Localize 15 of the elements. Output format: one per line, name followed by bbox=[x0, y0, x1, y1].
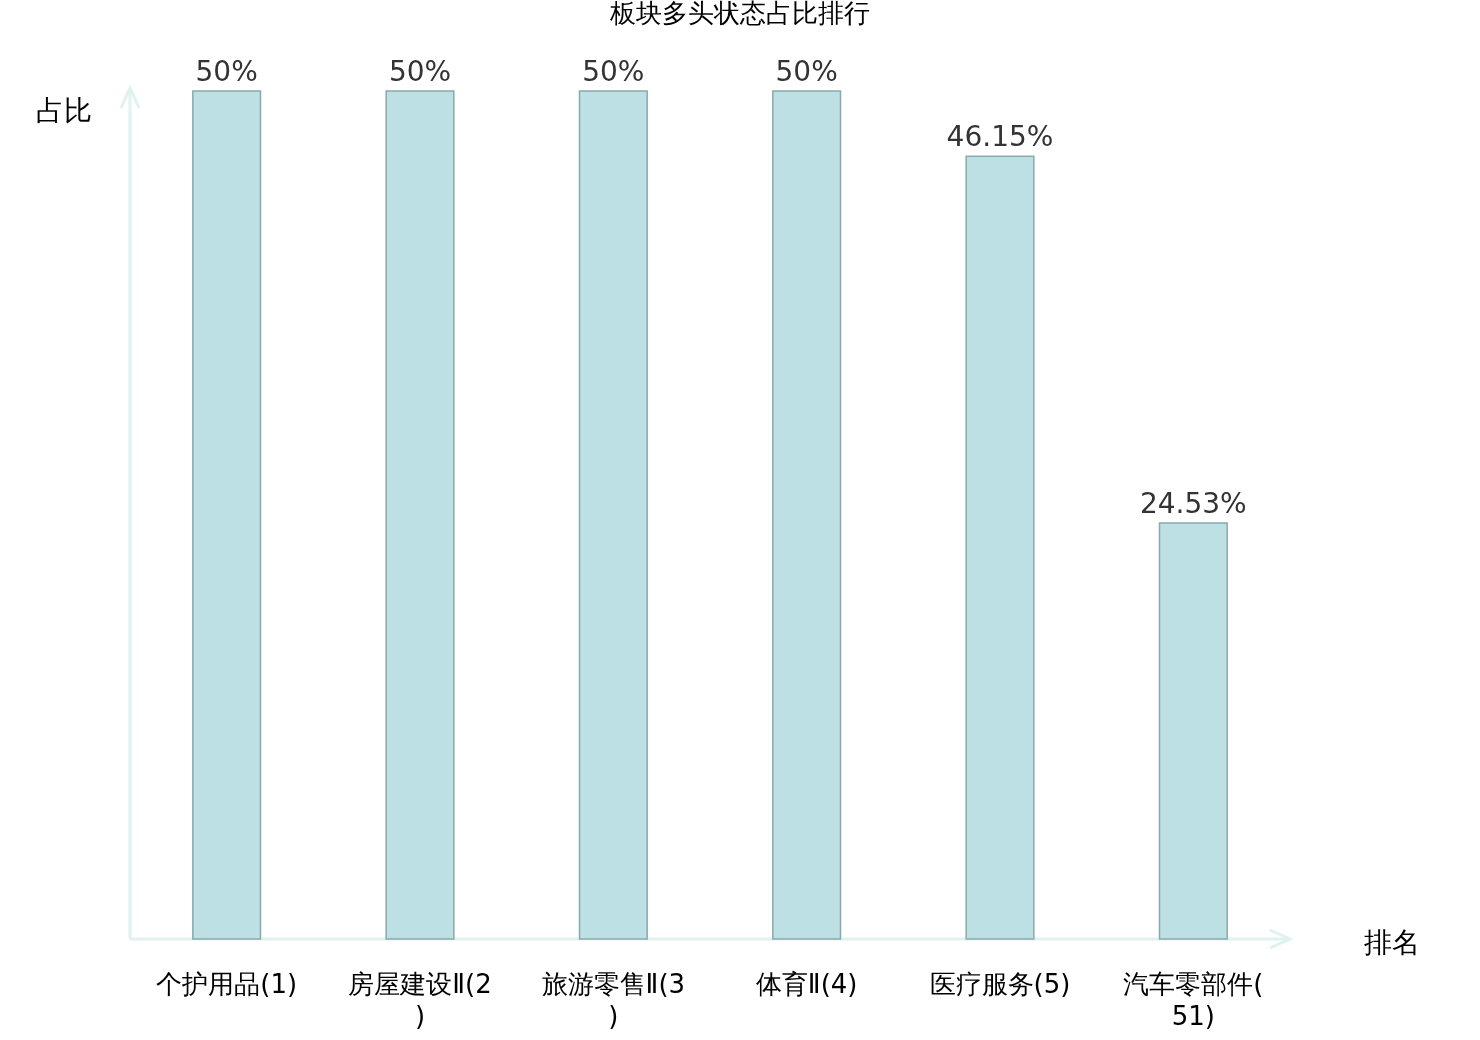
x-tick-label: 体育Ⅱ(4) bbox=[755, 969, 858, 999]
data-label: 24.53% bbox=[1139, 486, 1247, 520]
x-tick-label: 个护用品(1) bbox=[156, 969, 298, 999]
y-axis-title: 占比 bbox=[36, 94, 92, 127]
data-label: 46.15% bbox=[946, 120, 1054, 154]
data-label: 50% bbox=[195, 55, 258, 88]
chart-title: 板块多头状态占比排行 bbox=[609, 0, 870, 28]
x-tick-label: 房屋建设Ⅱ(2) bbox=[348, 969, 492, 1031]
data-label: 50% bbox=[775, 55, 838, 88]
x-axis-title: 排名 bbox=[1364, 926, 1420, 959]
x-tick-label: 汽车零部件(51) bbox=[1123, 969, 1264, 1031]
x-tick-label: 旅游零售Ⅱ(3) bbox=[541, 969, 686, 1031]
x-tick-label: 医疗服务(5) bbox=[929, 969, 1071, 999]
data-label: 50% bbox=[582, 55, 645, 88]
data-label: 50% bbox=[388, 55, 452, 88]
